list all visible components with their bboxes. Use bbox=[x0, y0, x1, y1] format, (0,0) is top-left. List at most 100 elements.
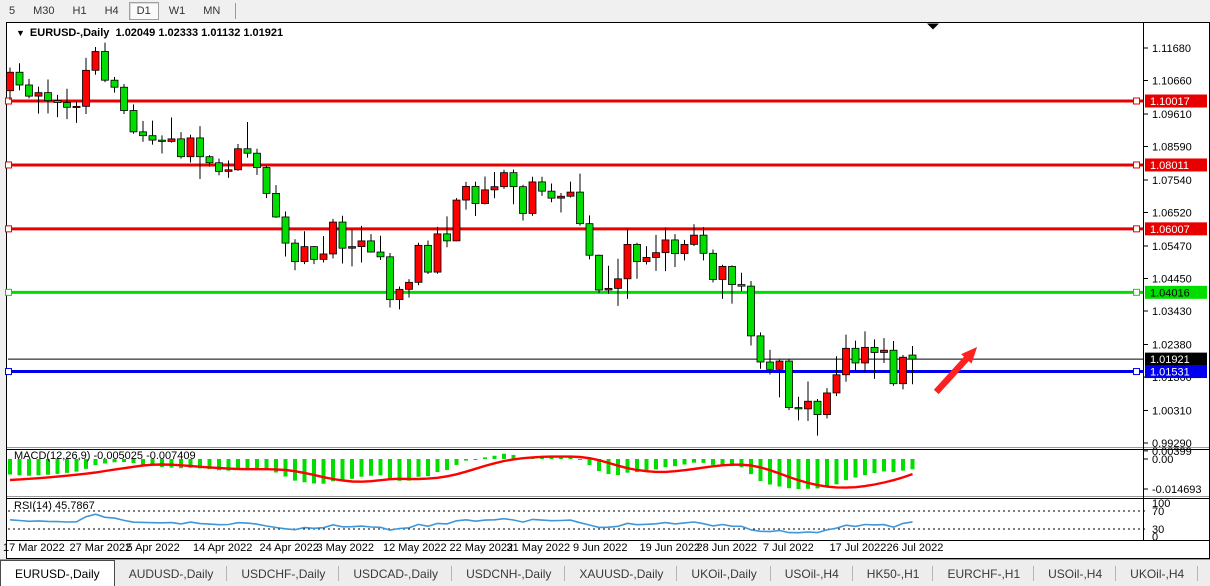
chart-tab-8[interactable]: HK50-,H1 bbox=[853, 560, 934, 586]
candle-body bbox=[823, 392, 831, 416]
macd-hist-bar bbox=[682, 459, 687, 465]
macd-hist-bar bbox=[502, 453, 506, 459]
candle-body bbox=[595, 254, 603, 291]
macd-hist-bar bbox=[445, 459, 449, 471]
date-axis-label: 24 Apr 2022 bbox=[260, 542, 319, 554]
macd-hist-bar bbox=[293, 459, 297, 481]
candle-body bbox=[215, 162, 223, 172]
macd-name: MACD(12,26,9) bbox=[14, 450, 91, 462]
hline-handle-left[interactable] bbox=[5, 225, 12, 233]
candle-body bbox=[91, 51, 100, 71]
timeframe-button-mn[interactable]: MN bbox=[203, 5, 221, 17]
hline-handle-left[interactable] bbox=[5, 97, 12, 105]
chart-tab-4[interactable]: USDCNH-,Daily bbox=[452, 560, 566, 586]
timeframe-button-d1[interactable]: D1 bbox=[128, 2, 159, 20]
chart-tab-3[interactable]: USDCAD-,Daily bbox=[339, 560, 452, 586]
chart-tab-7[interactable]: USOil-,H4 bbox=[771, 560, 853, 586]
hline-handle-right[interactable] bbox=[1133, 225, 1140, 233]
candle-body bbox=[101, 51, 109, 81]
current-bar-marker-icon bbox=[927, 23, 939, 30]
candle-body bbox=[357, 240, 366, 248]
macd-hist-bar bbox=[758, 459, 763, 482]
chart-tab-5[interactable]: XAUUSD-,Daily bbox=[565, 560, 678, 586]
macd-hist-bar bbox=[103, 459, 107, 464]
hline-handle-right[interactable] bbox=[1133, 288, 1140, 296]
candle-body bbox=[319, 253, 328, 260]
macd-hist-bar bbox=[663, 459, 668, 468]
macd-hist-bar bbox=[606, 459, 611, 475]
candle-body bbox=[281, 216, 290, 244]
candle-body bbox=[376, 251, 385, 258]
chart-tab-11[interactable]: UKOil-,H4 bbox=[1116, 560, 1199, 586]
arrow-shaft[interactable] bbox=[933, 353, 972, 395]
macd-hist-bar bbox=[730, 459, 734, 467]
macd-hist-bar bbox=[872, 459, 877, 474]
macd-hist-bar bbox=[93, 459, 98, 466]
price-badge-label: 1.04016 bbox=[1150, 287, 1190, 299]
candle-body bbox=[234, 148, 242, 171]
candle-body bbox=[310, 246, 318, 260]
price-badge-1.10017 bbox=[1145, 94, 1207, 108]
candle-body bbox=[34, 92, 43, 97]
timeframe-toolbar: 5 M30 H1 H4 D1 W1 MN bbox=[0, 0, 1210, 22]
chart-tab-2[interactable]: USDCHF-,Daily bbox=[227, 560, 340, 586]
timeframe-button-h1[interactable]: H1 bbox=[72, 5, 87, 17]
chart-canvas[interactable]: 1.11680 1.10660 1.09610 1.08590 1.07540 1.065… bbox=[0, 22, 1210, 559]
hline-handle-right[interactable] bbox=[1133, 97, 1140, 105]
candle-body bbox=[604, 287, 613, 291]
macd-hist-bar bbox=[882, 459, 886, 472]
macd-hist-bar bbox=[369, 459, 373, 476]
candle-body bbox=[15, 71, 24, 86]
candle-body bbox=[804, 400, 812, 410]
date-axis-label: 17 Mar 2022 bbox=[3, 542, 65, 554]
candle-body bbox=[481, 189, 489, 204]
candle-body bbox=[547, 190, 556, 199]
candle-body bbox=[813, 400, 822, 416]
macd-hist-bar bbox=[654, 459, 658, 470]
timeframe-button-h4[interactable]: H4 bbox=[104, 5, 119, 17]
macd-axis-label: 0.00399 bbox=[1152, 446, 1192, 458]
candle-body bbox=[680, 243, 689, 255]
macd-hist-bar bbox=[350, 459, 354, 479]
candle-body bbox=[205, 156, 214, 164]
macd-hist-bar bbox=[616, 459, 620, 476]
timeframe-button-w1[interactable]: W1 bbox=[168, 5, 186, 17]
date-axis-label: 27 Mar 2022 bbox=[70, 542, 132, 554]
candle-body bbox=[452, 199, 461, 242]
symbol-dropdown-icon[interactable]: ▼ bbox=[16, 28, 25, 38]
price-badge-label: 1.08011 bbox=[1150, 160, 1189, 172]
price-tick-label: 1.09610 bbox=[1152, 109, 1192, 121]
macd-hist-bar bbox=[207, 459, 212, 470]
macd-hist-bar bbox=[65, 459, 69, 473]
macd-hist-bar bbox=[217, 459, 221, 471]
chart-tab-1[interactable]: AUDUSD-,Daily bbox=[115, 560, 228, 586]
candle-body bbox=[338, 221, 347, 249]
chart-tab-10[interactable]: USOil-,H4 bbox=[1034, 560, 1117, 586]
candle-body bbox=[53, 100, 62, 103]
macd-hist-bar bbox=[378, 459, 383, 476]
macd-hist-bar bbox=[473, 459, 478, 460]
candle-body bbox=[880, 349, 888, 353]
hline-handle-right[interactable] bbox=[1133, 161, 1140, 169]
timeframe-button-5[interactable]: 5 bbox=[9, 5, 16, 17]
chart-tab-0[interactable]: EURUSD-,Daily bbox=[0, 560, 115, 586]
candle-body bbox=[139, 131, 147, 137]
chart-tab-6[interactable]: UKOil-,Daily bbox=[677, 560, 772, 586]
candle-body bbox=[158, 139, 166, 142]
rsi-axis-label: 70 bbox=[1152, 506, 1164, 518]
hline-handle-left[interactable] bbox=[5, 161, 12, 169]
rsi-value: 45.7867 bbox=[54, 500, 95, 512]
candle-body bbox=[642, 257, 651, 262]
macd-hist-bar bbox=[454, 459, 459, 465]
macd-hist-bar bbox=[331, 459, 335, 482]
hline-handle-left[interactable] bbox=[5, 288, 12, 296]
chart-tab-9[interactable]: EURCHF-,H1 bbox=[933, 560, 1034, 586]
arrow-head[interactable] bbox=[961, 347, 978, 364]
hline-handle-right[interactable] bbox=[1133, 368, 1140, 376]
candle-body bbox=[462, 185, 470, 201]
macd-hist-bar bbox=[74, 459, 79, 472]
hline-handle-left[interactable] bbox=[5, 368, 12, 376]
macd-hist-bar bbox=[340, 459, 345, 481]
timeframe-button-m30[interactable]: M30 bbox=[33, 5, 55, 17]
macd-hist-bar bbox=[578, 459, 582, 460]
